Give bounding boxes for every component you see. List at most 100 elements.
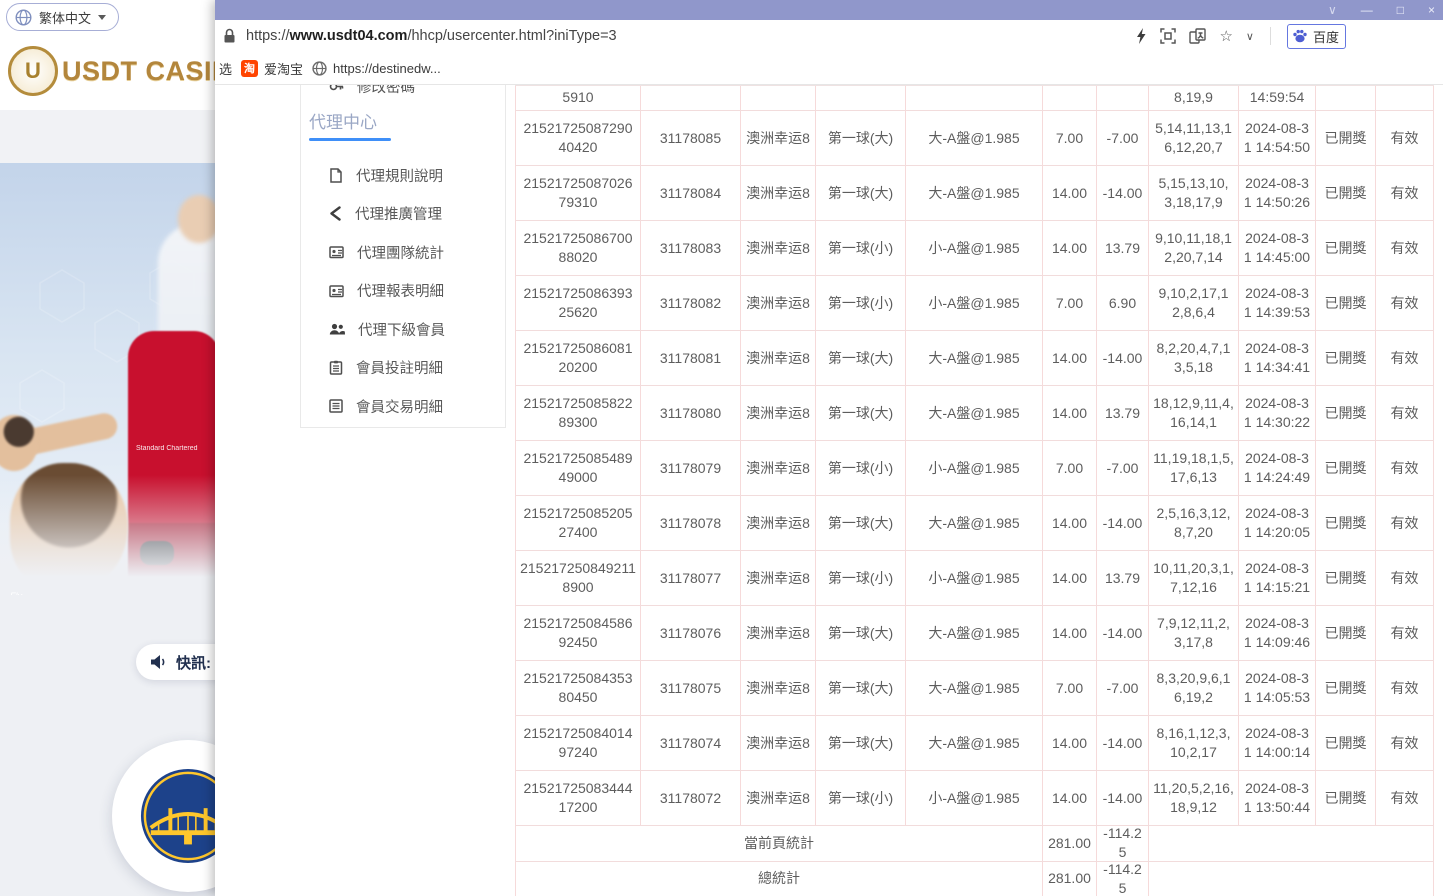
- document-icon: [330, 168, 342, 183]
- cell-time: 2024-08-31 14:20:05: [1238, 496, 1315, 550]
- scan-qr-icon[interactable]: [1160, 28, 1177, 44]
- cell-content: [905, 86, 1042, 110]
- cell-play: 第一球(小): [815, 441, 905, 495]
- sidebar-item-label: 代理推廣管理: [355, 207, 442, 224]
- window-controls: ∨ — □ ×: [1328, 0, 1435, 20]
- sidebar-item-agent-promotion[interactable]: 代理推廣管理: [301, 195, 505, 234]
- cell-summary-winloss: -114.25: [1096, 825, 1148, 861]
- cell-amount: 14.00: [1042, 166, 1096, 220]
- sidebar-item-label: 代理團隊統計: [357, 245, 444, 262]
- chevron-down-icon[interactable]: ∨: [1245, 30, 1254, 43]
- address-bar[interactable]: https://www.usdt04.com/hhcp/usercenter.h…: [215, 20, 1443, 53]
- sidebar-item-agent-rules[interactable]: 代理規則說明: [301, 156, 505, 195]
- minimize-icon[interactable]: —: [1360, 3, 1373, 17]
- cell-status: 已開獎: [1315, 771, 1375, 825]
- sidebar-item-agent-subordinates[interactable]: 代理下級會員: [301, 310, 505, 349]
- jersey-text-chartered: Standard Chartered: [136, 445, 198, 452]
- cell-game: 澳洲幸运8: [740, 331, 815, 385]
- sidebar-menu: 代理規則說明 代理推廣管理 代理團隊統計: [301, 156, 505, 426]
- cell-time: 2024-08-31 14:24:49: [1238, 441, 1315, 495]
- bet-row-partial: 5910 8,19,9 14:59:54: [515, 86, 1434, 111]
- warriors-logo-icon: [140, 768, 236, 864]
- cell-valid: 有效: [1375, 771, 1434, 825]
- cell-summary-winloss: -114.25: [1096, 861, 1148, 896]
- sidebar-item-agent-report[interactable]: 代理報表明細: [301, 272, 505, 311]
- sidebar-item-label: 代理規則說明: [356, 168, 443, 185]
- cell-play: 第一球(大): [815, 496, 905, 550]
- bookmark-item-taobao[interactable]: 淘 爱淘宝: [241, 59, 303, 78]
- cell-order: 2152172508548949000: [515, 441, 640, 495]
- divider: [1269, 27, 1271, 45]
- sidebar-item-member-bets[interactable]: 會員投註明細: [301, 349, 505, 388]
- cell-period: 31178078: [640, 496, 740, 550]
- cell-order: 2152172508670088020: [515, 221, 640, 275]
- maximize-icon[interactable]: □: [1396, 3, 1404, 17]
- search-engine-button[interactable]: 百度: [1286, 23, 1346, 49]
- summary-rows: 當前頁統計 281.00 -114.25 總統計 281.00 -114.25: [515, 825, 1434, 896]
- cell-winloss: -14.00: [1096, 716, 1148, 770]
- address-bar-actions: ☆ ∨ 百度: [1135, 20, 1346, 52]
- sidebar-item-agent-team-stats[interactable]: 代理團隊統計: [301, 233, 505, 272]
- cell-content: 大-A盤@1.985: [905, 661, 1042, 715]
- player-white-head: [178, 195, 220, 243]
- cell-order: 2152172508608120200: [515, 331, 640, 385]
- cell-summary-amount: 281.00: [1042, 826, 1096, 861]
- cell-time: 2024-08-31 14:34:41: [1238, 331, 1315, 385]
- cell-status: 已開獎: [1315, 551, 1375, 605]
- cell-play: [815, 86, 905, 110]
- cell-play: 第一球(小): [815, 551, 905, 605]
- cell-winloss: -14.00: [1096, 166, 1148, 220]
- cell-result: 9,10,2,17,12,8,6,4: [1148, 276, 1238, 330]
- list-icon: [329, 399, 343, 413]
- sidebar-item-change-password[interactable]: 修改密碼: [329, 85, 415, 97]
- cell-status: 已開獎: [1315, 661, 1375, 715]
- cell-order: 2152172508458692450: [515, 606, 640, 660]
- language-selector[interactable]: 繁体中文: [6, 3, 120, 31]
- bookmark-item-url[interactable]: https://destinedw...: [312, 61, 441, 76]
- cell-amount: 14.00: [1042, 551, 1096, 605]
- lightning-icon[interactable]: [1135, 28, 1147, 44]
- cell-result: 8,19,9: [1148, 86, 1238, 110]
- close-icon[interactable]: ×: [1427, 3, 1435, 17]
- cell-game: 澳洲幸运8: [740, 111, 815, 165]
- cell-time: 2024-08-31 14:50:26: [1238, 166, 1315, 220]
- cell-period: 31178081: [640, 331, 740, 385]
- search-engine-label: 百度: [1312, 29, 1339, 45]
- cell-order: 2152172508582289300: [515, 386, 640, 440]
- cell-play: 第一球(大): [815, 331, 905, 385]
- cell-game: 澳洲幸运8: [740, 606, 815, 660]
- bet-row: 2152172508435380450 31178075 澳洲幸运8 第一球(大…: [515, 661, 1434, 716]
- jersey-text-fly: Fly: [10, 591, 22, 595]
- users-icon: [329, 324, 345, 335]
- cell-content: 大-A盤@1.985: [905, 331, 1042, 385]
- cell-winloss: -14.00: [1096, 331, 1148, 385]
- baidu-paw-icon: [1293, 29, 1307, 43]
- restore-down-icon[interactable]: ∨: [1327, 3, 1337, 17]
- cell-result: 2,5,16,3,12,8,7,20: [1148, 496, 1238, 550]
- bet-row: 2152172508582289300 31178080 澳洲幸运8 第一球(大…: [515, 386, 1434, 441]
- sidebar-item-label: 代理下級會員: [358, 322, 445, 339]
- bookmark-star-icon[interactable]: ☆: [1219, 28, 1233, 45]
- cell-winloss: [1096, 86, 1148, 110]
- cell-period: 31178085: [640, 111, 740, 165]
- cell-summary-tail: [1148, 826, 1434, 861]
- sidebar-item-member-transactions[interactable]: 會員交易明細: [301, 387, 505, 426]
- cell-order: 2152172508702679310: [515, 166, 640, 220]
- cell-winloss: -14.00: [1096, 606, 1148, 660]
- cell-game: 澳洲幸运8: [740, 551, 815, 605]
- cell-amount: 14.00: [1042, 606, 1096, 660]
- bookmark-item[interactable]: 选: [219, 61, 233, 77]
- cell-content: 大-A盤@1.985: [905, 716, 1042, 770]
- cell-valid: 有效: [1375, 716, 1434, 770]
- cell-amount: 14.00: [1042, 716, 1096, 770]
- bet-row: 2152172508702679310 31178084 澳洲幸运8 第一球(大…: [515, 166, 1434, 221]
- cell-summary-label: 當前頁統計: [515, 826, 1042, 861]
- cell-content: 大-A盤@1.985: [905, 111, 1042, 165]
- cell-order: 2152172508492118900: [515, 551, 640, 605]
- cell-order: 5910: [515, 86, 640, 110]
- cell-period: 31178084: [640, 166, 740, 220]
- cell-result: 10,11,20,3,1,7,12,16: [1148, 551, 1238, 605]
- bet-row: 2152172508344417200 31178072 澳洲幸运8 第一球(小…: [515, 771, 1434, 826]
- cell-content: 大-A盤@1.985: [905, 496, 1042, 550]
- translate-icon[interactable]: [1189, 28, 1207, 44]
